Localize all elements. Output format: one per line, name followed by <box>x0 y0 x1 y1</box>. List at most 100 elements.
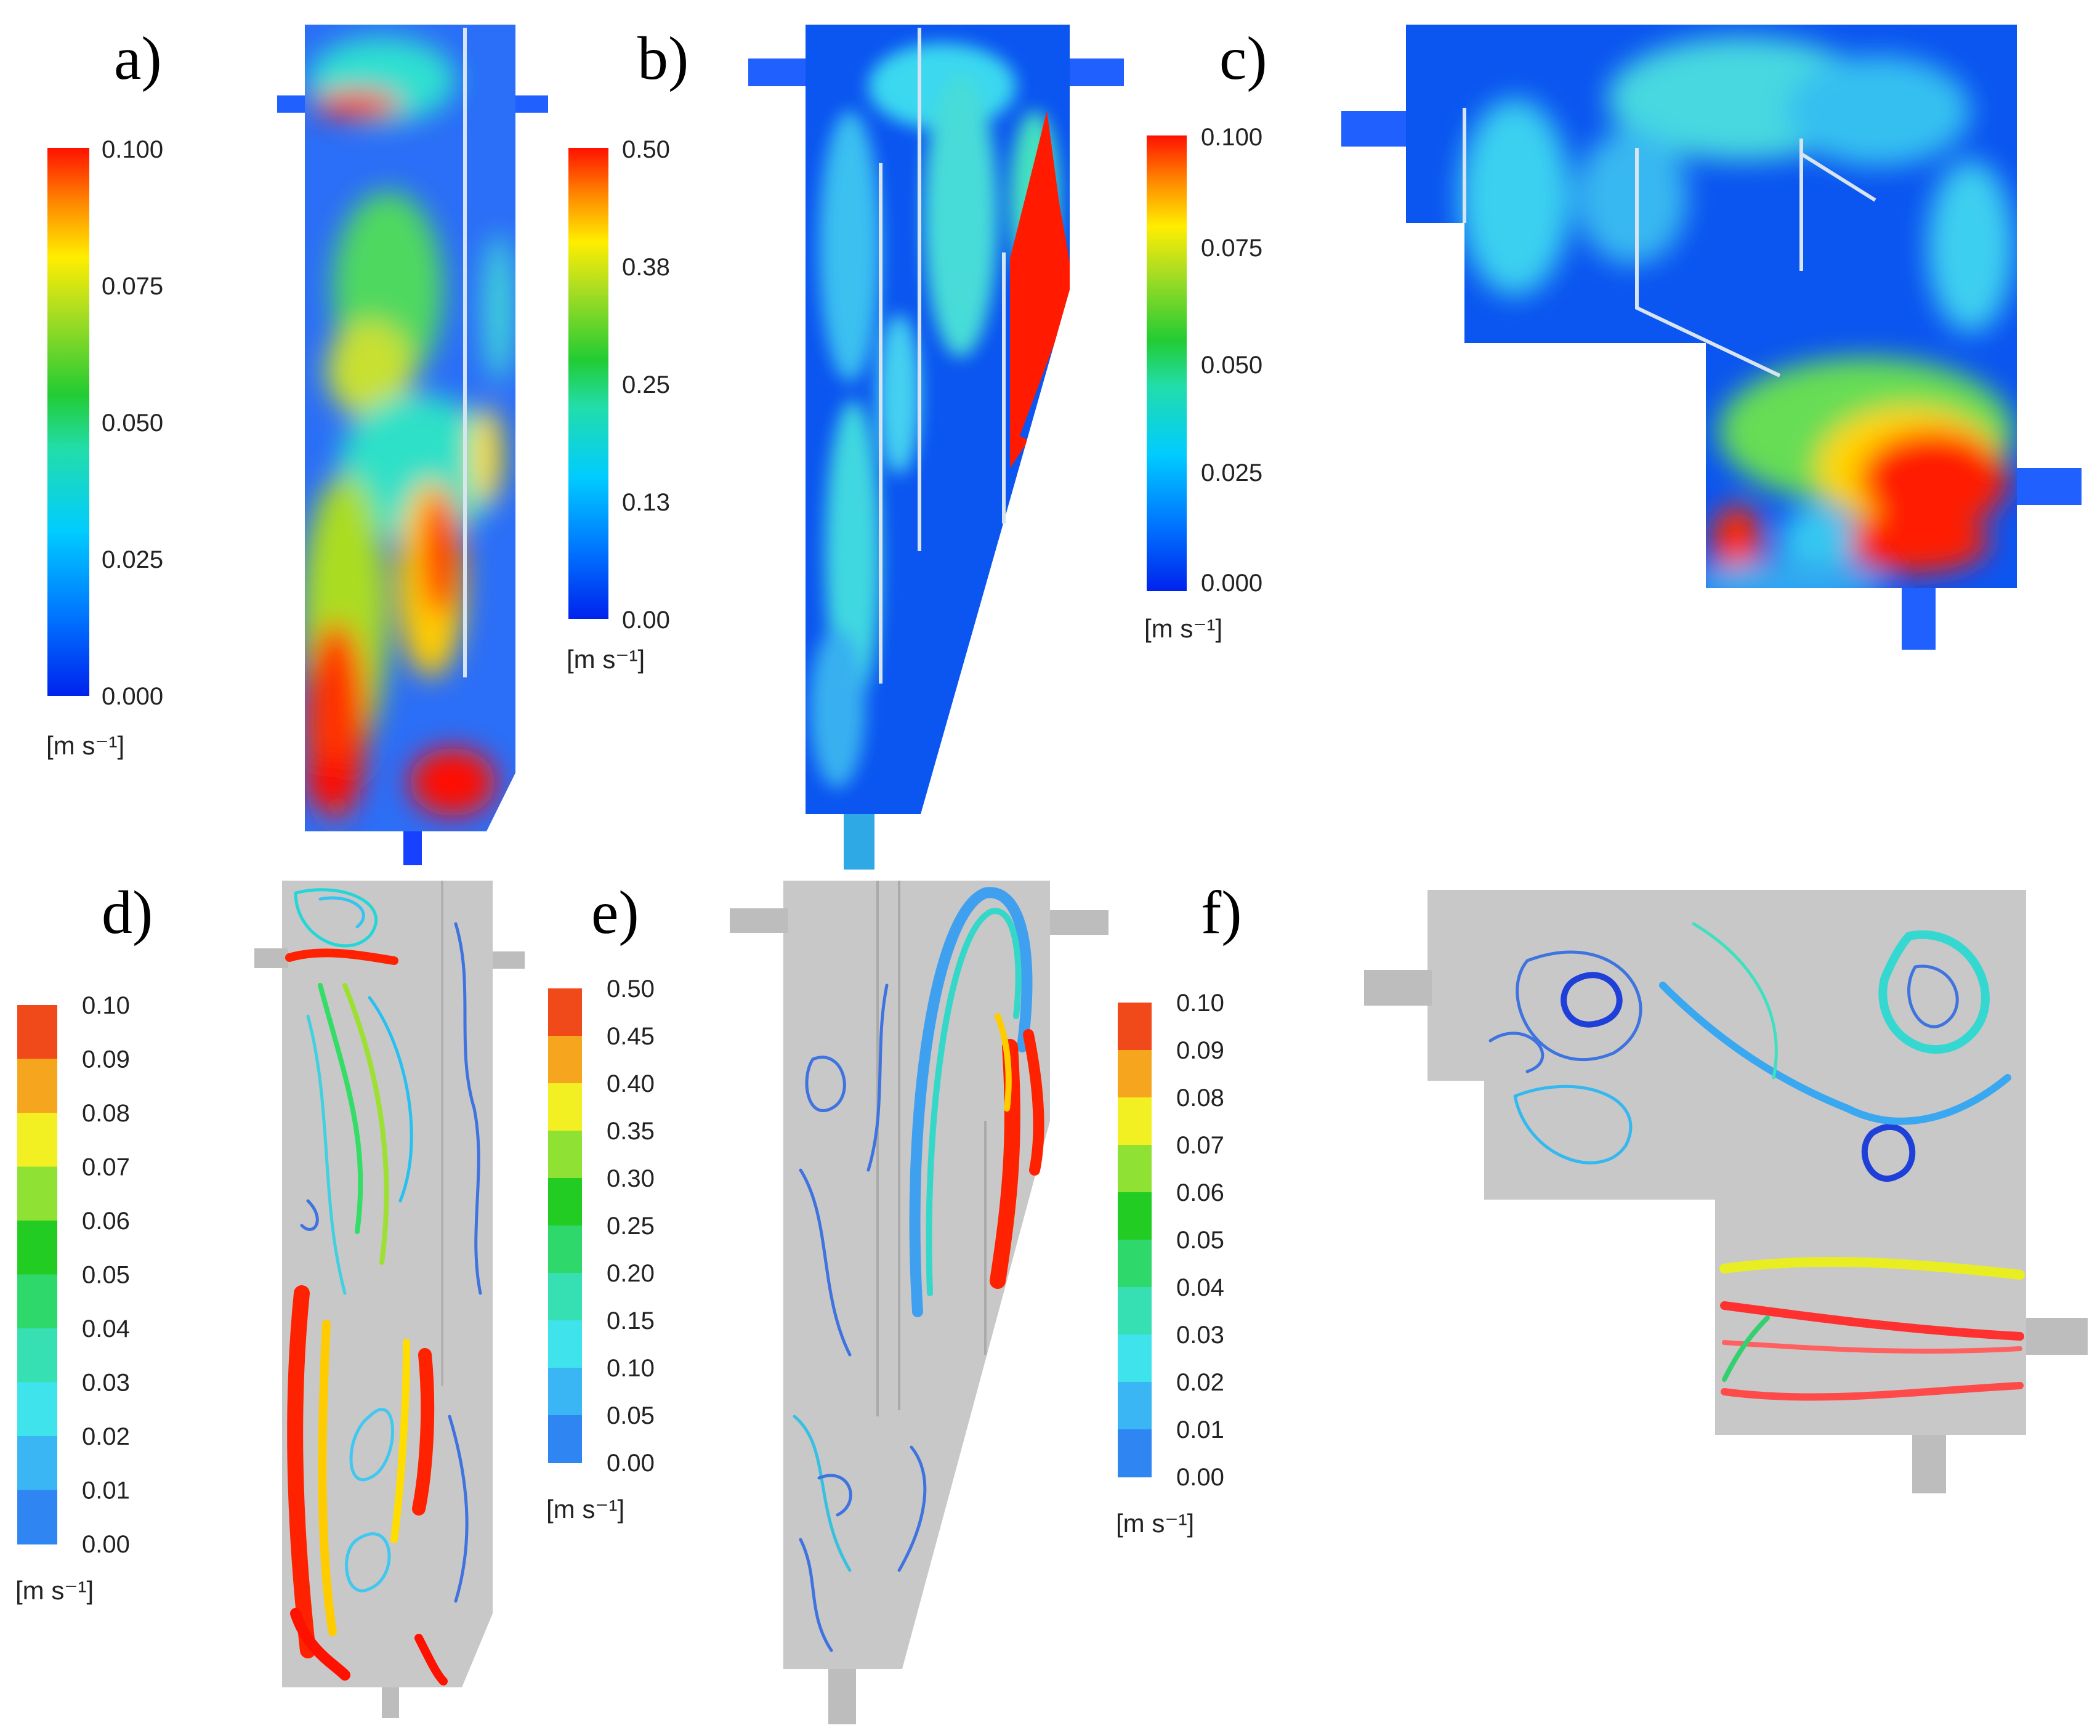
panel-label-a: a) <box>114 24 162 92</box>
colorbar-e-band <box>548 1178 582 1226</box>
streamline <box>454 922 482 1295</box>
panel-a-contour <box>277 25 548 865</box>
outlet-pipe-e <box>1050 910 1109 935</box>
tank-d <box>282 881 493 1687</box>
streamline <box>368 996 413 1203</box>
colorbar-c-tick: 0.025 <box>1201 459 1262 486</box>
streamline <box>866 983 889 1172</box>
colorbar-f-tick: 0.03 <box>1176 1322 1224 1349</box>
colorbar-e-band <box>548 1083 582 1131</box>
colorbar-a-unit: [m s⁻¹] <box>46 731 124 760</box>
colorbar-c: 0.100 0.075 0.050 0.025 0.000 [m s⁻¹] <box>1144 124 1262 643</box>
colorbar-d-tick: 0.03 <box>82 1370 130 1397</box>
colorbar-f: 0.10 0.09 0.08 0.07 0.06 0.05 0.04 0.03 0.02 0.01… <box>1116 990 1224 1538</box>
streamline <box>1561 972 1623 1028</box>
streamline <box>318 896 365 929</box>
colorbar-e-tick: 0.20 <box>607 1260 655 1287</box>
inlet-pipe-b <box>748 59 810 86</box>
colorbar-d-tick: 0.07 <box>82 1154 130 1181</box>
colorbar-f-band <box>1118 1003 1152 1051</box>
colorbar-f-band <box>1118 1192 1152 1240</box>
colorbar-a-tick: 0.025 <box>102 546 163 573</box>
streamline <box>448 1415 469 1603</box>
colorbar-f-tick: 0.01 <box>1176 1416 1224 1443</box>
colorbar-f-unit: [m s⁻¹] <box>1116 1509 1194 1538</box>
outlet-pipe-b <box>1068 59 1124 86</box>
streamline <box>287 1285 316 1658</box>
streamline <box>412 1348 435 1516</box>
colorbar-f-band <box>1118 1382 1152 1430</box>
outlet-pipe-c <box>2014 468 2082 505</box>
colorbar-b-ramp <box>568 148 608 619</box>
streamline <box>990 1039 1020 1289</box>
inlet-pipe-e <box>730 908 788 933</box>
outlet-pipe-f <box>2026 1318 2088 1355</box>
colorbar-e-band <box>548 1415 582 1463</box>
colorbar-c-tick: 0.075 <box>1201 235 1262 262</box>
colorbar-e-band <box>548 1320 582 1368</box>
colorbar-f-band <box>1118 1097 1152 1145</box>
streamline <box>290 1608 350 1681</box>
colorbar-f-tick: 0.00 <box>1176 1464 1224 1491</box>
streamline <box>285 948 398 965</box>
colorbar-c-unit: [m s⁻¹] <box>1144 614 1222 643</box>
colorbar-e-band <box>548 1131 582 1179</box>
colorbar-b-tick: 0.38 <box>622 254 670 281</box>
drain-pipe-f <box>1912 1435 1946 1493</box>
colorbar-a-tick: 0.000 <box>102 683 163 710</box>
streamline <box>805 1056 846 1112</box>
colorbar-d-band <box>17 1328 57 1383</box>
colorbar-d: 0.10 0.09 0.08 0.07 0.06 0.05 0.04 0.03 0.02 0.01… <box>15 992 130 1605</box>
colorbar-d-band <box>17 1490 57 1544</box>
streamline <box>1861 1124 1916 1182</box>
colorbar-c-ramp <box>1147 135 1187 591</box>
panel-c-contour <box>1341 25 2082 650</box>
colorbar-a-tick: 0.100 <box>102 136 163 163</box>
streamline <box>306 1014 347 1295</box>
colorbar-b-tick: 0.13 <box>622 489 670 516</box>
panel-d-streamlines <box>254 881 525 1718</box>
colorbar-d-band <box>17 1274 57 1329</box>
streamline <box>1907 964 1959 1028</box>
colorbar-d-band <box>17 1221 57 1275</box>
streamline <box>1721 1382 2024 1401</box>
streamline <box>995 1013 1012 1112</box>
streamline <box>817 1474 852 1517</box>
colorbar-d-tick: 0.06 <box>82 1208 130 1235</box>
drain-pipe-a <box>403 831 422 865</box>
panel-label-c: c) <box>1219 24 1267 92</box>
colorbar-d-tick: 0.10 <box>82 992 130 1019</box>
colorbar-e-band <box>548 988 582 1036</box>
streamline <box>1722 1315 1770 1382</box>
drain-pipe-e <box>828 1669 856 1724</box>
colorbar-e-tick: 0.40 <box>607 1070 655 1097</box>
colorbar-d-band <box>17 1436 57 1491</box>
panel-label-e: e) <box>591 878 639 947</box>
streamline <box>300 1199 319 1231</box>
colorbar-a-ramp <box>47 148 89 696</box>
colorbar-f-band <box>1118 1334 1152 1383</box>
colorbar-f-tick: 0.07 <box>1176 1132 1224 1159</box>
outlet-pipe-d <box>493 951 525 969</box>
streamline <box>1720 1301 2024 1341</box>
inlet-pipe-d <box>254 948 288 968</box>
colorbar-d-tick: 0.00 <box>82 1531 130 1558</box>
colorbar-e-tick: 0.50 <box>607 975 655 1003</box>
tank-f <box>1428 890 2026 1435</box>
colorbar-d-tick: 0.04 <box>82 1315 130 1342</box>
colorbar-e-tick: 0.45 <box>607 1023 655 1050</box>
colorbar-f-tick: 0.06 <box>1176 1179 1224 1206</box>
streamline <box>294 888 378 948</box>
outlet-pipe-a <box>527 95 548 113</box>
colorbar-d-tick: 0.05 <box>82 1262 130 1289</box>
drain-pipe-c <box>1902 588 1936 650</box>
colorbar-e-tick: 0.10 <box>607 1355 655 1382</box>
colorbar-f-band <box>1118 1287 1152 1335</box>
colorbar-d-tick: 0.08 <box>82 1100 130 1127</box>
colorbar-d-band <box>17 1382 57 1437</box>
panel-e-streamlines <box>730 881 1109 1724</box>
streamline <box>1023 1029 1044 1176</box>
colorbar-e-unit: [m s⁻¹] <box>546 1495 624 1524</box>
panel-label-b: b) <box>637 24 689 92</box>
colorbar-d-tick: 0.09 <box>82 1046 130 1073</box>
